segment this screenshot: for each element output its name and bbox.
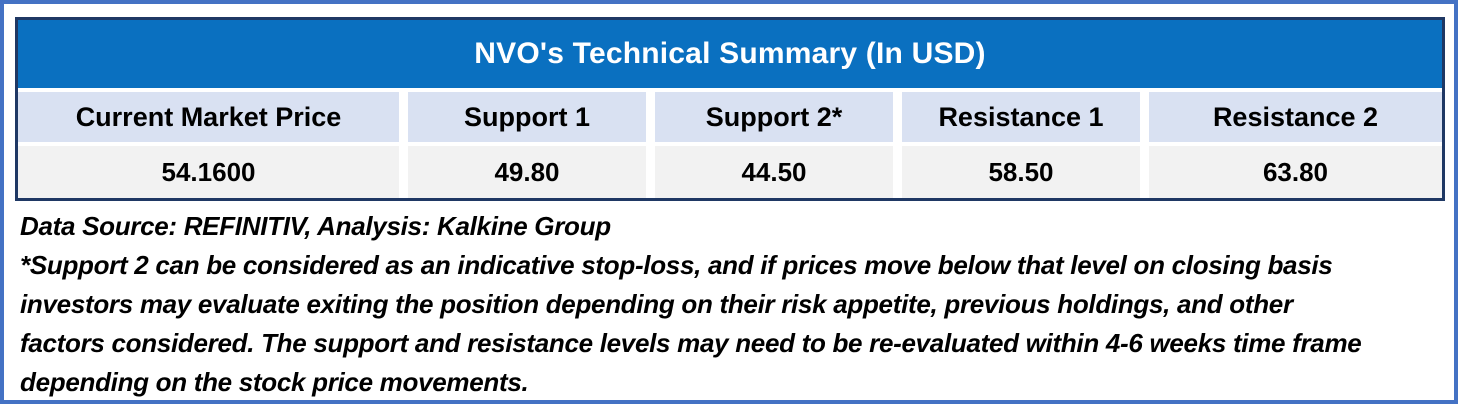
technical-summary-table: NVO's Technical Summary (In USD) Current… [15, 17, 1445, 201]
table-title-bar: NVO's Technical Summary (In USD) [18, 20, 1442, 88]
table-header-row: Current Market Price Support 1 Support 2… [18, 92, 1442, 142]
table-title: NVO's Technical Summary (In USD) [474, 37, 986, 70]
footnote-paragraph: *Support 2 can be considered as an indic… [20, 246, 1448, 402]
footnote-line: depending on the stock price movements. [20, 367, 529, 397]
table-values-row: 54.1600 49.80 44.50 58.50 63.80 [18, 146, 1442, 198]
column-header-cell: Support 1 [408, 92, 646, 142]
notes-section: Data Source: REFINITIV, Analysis: Kalkin… [20, 207, 1448, 402]
data-source-line: Data Source: REFINITIV, Analysis: Kalkin… [20, 211, 611, 241]
value-cell: 58.50 [902, 146, 1140, 198]
column-header-cell: Resistance 2 [1149, 92, 1442, 142]
value-cell: 49.80 [408, 146, 646, 198]
footnote-line: investors may evaluate exiting the posit… [20, 289, 1293, 319]
column-header-cell: Current Market Price [18, 92, 399, 142]
footnote-line: factors considered. The support and resi… [20, 328, 1362, 358]
column-header-cell: Resistance 1 [902, 92, 1140, 142]
column-header-cell: Support 2* [655, 92, 893, 142]
value-cell: 44.50 [655, 146, 893, 198]
footnote-line: *Support 2 can be considered as an indic… [20, 250, 1333, 280]
value-cell: 54.1600 [18, 146, 399, 198]
value-cell: 63.80 [1149, 146, 1442, 198]
